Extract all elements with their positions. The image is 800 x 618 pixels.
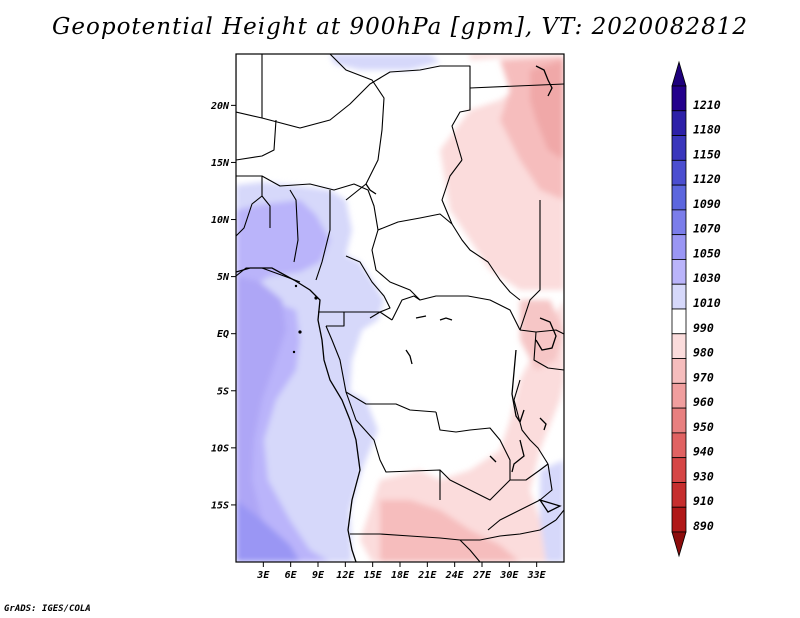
colorbar-swatch (671, 506, 687, 533)
field-1010-north (330, 54, 440, 70)
field-970-south (380, 500, 520, 562)
islands (292, 284, 318, 354)
lat-tick-label: 15S (211, 500, 229, 511)
lon-tick-label: 3E (256, 570, 270, 581)
field-1010-se (540, 460, 564, 562)
latitude-axis: 20N 15N 10N 5N EQ 5S 10S 15S (210, 101, 236, 511)
software-credit: GrADS: IGES/COLA (4, 604, 91, 614)
lat-tick-label: 20N (210, 101, 230, 112)
lon-tick-label: 9E (312, 570, 325, 581)
colorbar-label: 1180 (693, 123, 721, 137)
colorbar-label: 970 (693, 370, 714, 384)
colorbar-label: 1010 (693, 296, 721, 310)
colorbar-label: 1030 (693, 271, 721, 285)
colorbar-label: 910 (693, 494, 714, 508)
colorbar-swatch (671, 159, 687, 186)
colorbar-swatch (671, 85, 687, 112)
longitude-axis: 3E 6E 9E 12E 15E 18E 21E 24E 27E 30E 33E (256, 562, 547, 581)
colorbar-label: 1150 (693, 147, 721, 161)
colorbar-swatch (671, 234, 687, 260)
colorbar-label: 1070 (693, 222, 721, 236)
colorbar-swatch (671, 259, 687, 285)
colorbar-label: 980 (693, 346, 714, 360)
colorbar-swatch (671, 184, 687, 211)
field-1050-gulf (236, 276, 286, 540)
lon-tick-label: 12E (336, 570, 355, 581)
colorbar-swatch (671, 135, 687, 161)
colorbar-swatch (671, 110, 687, 136)
colorbar-label: 1120 (693, 172, 721, 186)
colorbar-swatch (671, 482, 687, 508)
lon-tick-label: 18E (391, 570, 410, 581)
field-980-east (360, 54, 564, 562)
lon-tick-label: 27E (472, 570, 492, 581)
field-970-lake (520, 300, 564, 370)
colorbar-bottom-arrow (671, 531, 687, 558)
lat-tick-label: EQ (217, 329, 229, 340)
colorbar-swatch (671, 358, 687, 384)
colorbar-swatch (671, 407, 687, 434)
lat-tick-label: 10N (211, 215, 230, 226)
colorbar-label: 890 (693, 519, 714, 533)
lon-tick-label: 6E (285, 570, 298, 581)
lon-tick-label: 30E (499, 570, 519, 581)
lon-tick-label: 21E (417, 570, 437, 581)
field-1070-sw (236, 500, 300, 562)
colorbar-swatch (671, 382, 687, 409)
lat-tick-label: 15N (211, 158, 230, 169)
colorbar-label: 990 (693, 321, 714, 335)
lat-tick-label: 10S (211, 443, 229, 454)
colorbar: 1210 1180 1150 1120 1090 1070 1050 1030 1010 990 9… (671, 60, 721, 558)
colorbar-swatch (671, 432, 687, 459)
lat-tick-label: 5S (217, 386, 229, 397)
chart-title: Geopotential Height at 900hPa [gpm], VT:… (52, 14, 748, 40)
country-borders (236, 54, 564, 562)
coastlines-lakes (236, 65, 562, 562)
colorbar-label: 1090 (693, 197, 721, 211)
colorbar-label: 1050 (693, 246, 721, 260)
lon-tick-label: 15E (364, 570, 383, 581)
colorbar-swatch (671, 283, 687, 310)
field-1030-ocean (236, 200, 330, 562)
lat-tick-label: 5N (217, 272, 230, 283)
colorbar-label: 950 (693, 420, 714, 434)
height-field (236, 54, 564, 562)
colorbar-label: 1210 (693, 98, 721, 112)
colorbar-label: 960 (693, 395, 714, 409)
colorbar-swatch (671, 209, 687, 236)
field-1010-west (236, 182, 384, 562)
colorbar-label: 930 (693, 469, 714, 483)
colorbar-top-arrow (671, 60, 687, 87)
colorbar-swatch (671, 333, 687, 359)
colorbar-label: 940 (693, 445, 714, 459)
colorbar-swatch (671, 457, 687, 483)
colorbar-swatch (671, 308, 687, 335)
lon-tick-label: 33E (527, 570, 547, 581)
lon-tick-label: 24E (445, 570, 465, 581)
